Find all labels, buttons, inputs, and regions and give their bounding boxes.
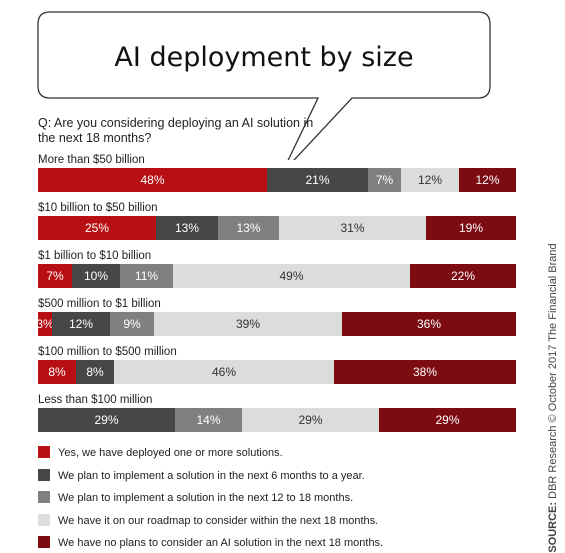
bar-segment: 11%	[120, 264, 173, 288]
legend-label: Yes, we have deployed one or more soluti…	[58, 447, 283, 459]
legend-item: We have it on our roadmap to consider wi…	[38, 513, 379, 527]
bar-segment: 25%	[38, 216, 156, 240]
legend-item: Yes, we have deployed one or more soluti…	[38, 446, 283, 459]
bar-segment: 8%	[76, 360, 114, 384]
legend-swatch	[38, 446, 50, 458]
bar-segment: 21%	[267, 168, 368, 192]
bar-segment: 3%	[38, 312, 52, 336]
bar-segment: 7%	[38, 264, 72, 288]
bar-segment: 46%	[114, 360, 334, 384]
bar-segment: 31%	[279, 216, 426, 240]
bar-segment: 29%	[242, 408, 379, 432]
bar-segment: 10%	[72, 264, 120, 288]
bar-segment: 12%	[459, 168, 516, 192]
source-label: SOURCE:	[547, 501, 559, 553]
category-label: $500 million to $1 billion	[38, 298, 161, 310]
bar-segment: 29%	[38, 408, 175, 432]
category-label: Less than $100 million	[38, 394, 153, 406]
legend-swatch	[38, 491, 50, 503]
bar-segment: 12%	[52, 312, 110, 336]
legend-label: We plan to implement a solution in the n…	[58, 492, 354, 504]
bar-row: 25% 13% 13% 31% 19%	[38, 216, 516, 240]
source-credit: SOURCE: DBR Research © October 2017 The …	[547, 243, 559, 552]
bar-segment: 48%	[38, 168, 267, 192]
category-label: $1 billion to $10 billion	[38, 250, 152, 262]
category-label: More than $50 billion	[38, 154, 145, 166]
category-label: $10 billion to $50 billion	[38, 202, 158, 214]
legend-swatch	[38, 513, 50, 526]
source-text: DBR Research © October 2017 The Financia…	[547, 243, 559, 499]
legend-label: We plan to implement a solution in the n…	[58, 469, 365, 482]
bar-segment: 22%	[410, 264, 516, 288]
bar-row: 8% 8% 46% 38%	[38, 360, 516, 384]
legend-swatch	[38, 536, 50, 548]
bar-segment: 49%	[173, 264, 410, 288]
bar-row: 3%12%9%39%36%	[38, 312, 516, 336]
bar-segment: 36%	[342, 312, 516, 336]
bar-segment: 13%	[156, 216, 218, 240]
survey-question: Q: Are you considering deploying an AI s…	[38, 116, 314, 145]
bar-row: 48% 21% 7% 12% 12%	[38, 168, 516, 192]
chart-title: AI deployment by size	[114, 42, 414, 73]
legend-item: We plan to implement a solution in the n…	[38, 468, 365, 482]
bar-segment: 7%	[368, 168, 401, 192]
legend-label: We have no plans to consider an AI solut…	[58, 537, 384, 549]
legend-item: We have no plans to consider an AI solut…	[38, 536, 383, 549]
bar-segment: 19%	[426, 216, 516, 240]
bar-segment: 13%	[218, 216, 279, 240]
legend-label: We have it on our roadmap to consider wi…	[58, 514, 379, 527]
category-label: $100 million to $500 million	[38, 346, 177, 358]
bar-row: 29% 14% 29% 29%	[38, 408, 516, 432]
legend-swatch	[38, 468, 50, 481]
bar-segment: 9%	[110, 312, 154, 336]
bar-segment: 39%	[154, 312, 342, 336]
bar-segment: 8%	[38, 360, 76, 384]
bar-segment: 14%	[175, 408, 242, 432]
legend-item: We plan to implement a solution in the n…	[38, 491, 353, 504]
bar-segment: 29%	[379, 408, 516, 432]
title-speech-bubble	[37, 11, 491, 160]
bar-row: 7% 10% 11% 49% 22%	[38, 264, 516, 288]
bar-segment: 38%	[334, 360, 516, 384]
bar-segment: 12%	[401, 168, 459, 192]
